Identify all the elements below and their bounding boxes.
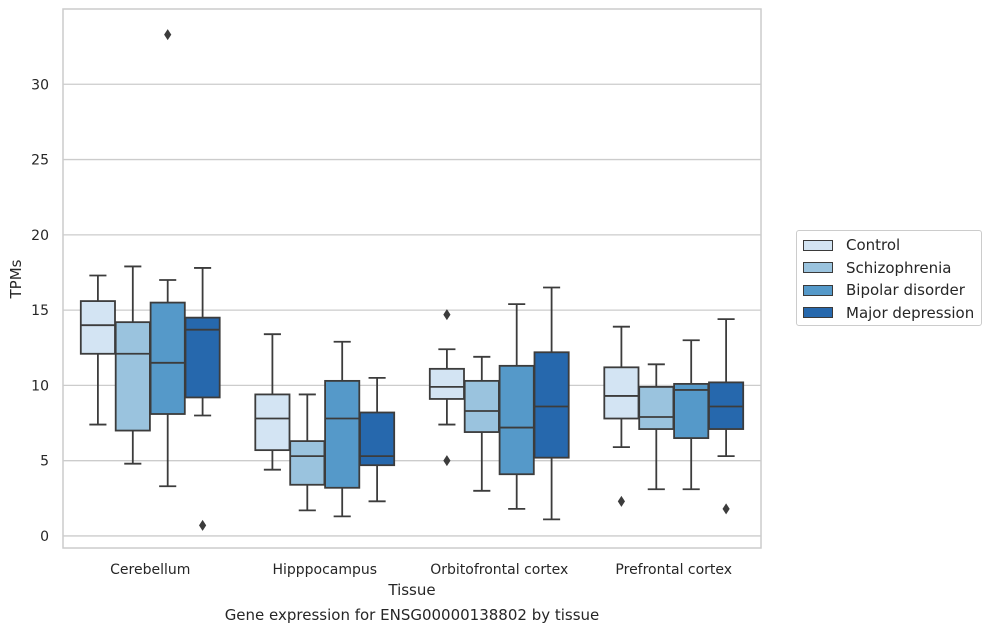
legend-item: Schizophrenia <box>803 258 951 278</box>
legend-swatch <box>803 284 833 296</box>
box-2-0 <box>428 309 465 467</box>
plot-frame <box>62 8 762 549</box>
box-body <box>603 366 640 420</box>
box-1-0 <box>254 333 291 471</box>
y-tick-label: 0 <box>40 529 49 545</box>
box-1-2 <box>324 340 361 518</box>
box-body <box>359 411 396 467</box>
box-body <box>79 300 116 355</box>
plot-background <box>63 9 761 548</box>
outlier-point <box>722 503 730 515</box>
box-2-3 <box>533 286 570 521</box>
legend-label: Control <box>846 236 901 254</box>
box-0-2 <box>149 29 186 488</box>
box-body <box>638 386 675 430</box>
box-body <box>673 382 710 439</box>
outlier-point <box>199 519 207 531</box>
box-3-0 <box>603 325 640 507</box>
box-3-3 <box>708 318 745 515</box>
y-tick-label: 25 <box>31 153 49 169</box>
legend-item: Bipolar disorder <box>803 280 965 300</box>
outlier-point <box>164 29 172 41</box>
legend-label: Schizophrenia <box>846 258 952 277</box>
box-1-3 <box>359 376 396 503</box>
box-body <box>324 379 361 489</box>
box-2-2 <box>498 303 535 510</box>
x-axis-label: Tissue <box>387 581 435 599</box>
y-axis-label: TPMs <box>7 259 25 299</box>
box-1-1 <box>289 393 326 512</box>
y-tick-label: 10 <box>31 378 49 394</box>
box-body <box>149 301 186 415</box>
outlier-point <box>443 455 451 467</box>
axis-ticks: 0 5 10 15 20 25 30 Cerebellum Hipppocampus Orbito… <box>31 77 732 578</box>
legend-label: Bipolar disorder <box>846 281 965 299</box>
box-3-1 <box>638 363 675 491</box>
box-body <box>533 351 570 459</box>
x-tick-label: Prefrontal cortex <box>615 562 732 578</box>
y-tick-label: 5 <box>40 454 49 470</box>
box-0-3 <box>184 267 221 531</box>
legend-swatch <box>803 307 833 318</box>
box-body <box>428 367 465 400</box>
box-0-1 <box>114 265 151 465</box>
legend-swatch <box>803 262 833 273</box>
legend-label: Major depression <box>846 303 975 322</box>
x-tick-label: Orbitofrontal cortex <box>430 562 568 578</box>
box-series <box>79 29 745 531</box>
box-body <box>254 393 291 452</box>
y-tick-label: 15 <box>31 303 49 319</box>
box-body <box>114 321 151 432</box>
outlier-point <box>443 309 451 321</box>
legend-item: Major depression <box>803 303 974 323</box>
x-tick-label: Cerebellum <box>110 562 190 578</box>
legend-item: Control <box>803 235 900 255</box>
box-2-1 <box>463 355 500 492</box>
box-body <box>289 440 326 486</box>
box-body <box>498 364 535 476</box>
y-tick-label: 20 <box>31 228 49 244</box>
x-tick-label: Hipppocampus <box>272 562 377 578</box>
y-tick-label: 30 <box>31 77 49 93</box>
chart-caption: Gene expression for ENSG00000138802 by t… <box>224 606 600 624</box>
legend: Control Schizophrenia Bipolar disorder Majo… <box>796 230 982 326</box>
box-body <box>184 316 221 399</box>
box-body <box>463 379 500 433</box>
legend-swatch <box>803 239 833 251</box>
outlier-point <box>617 495 625 507</box>
